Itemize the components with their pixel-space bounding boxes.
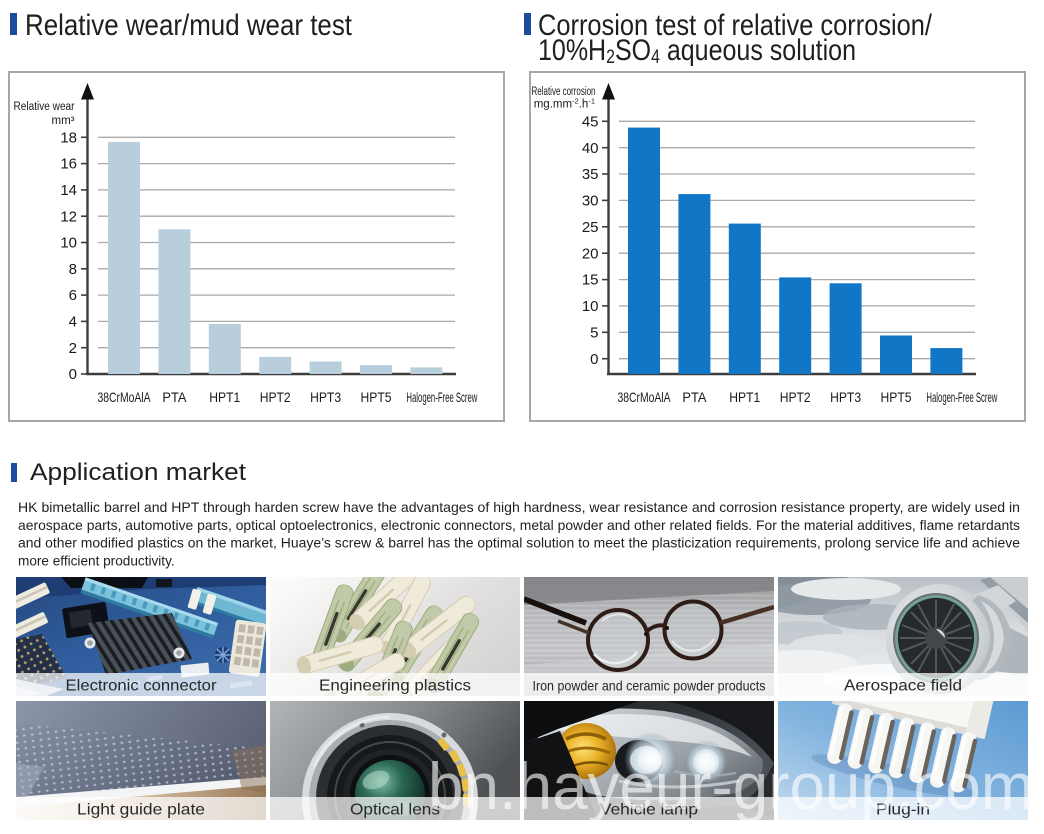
svg-text:HPT2: HPT2 (260, 389, 291, 405)
svg-text:12: 12 (60, 208, 77, 225)
svg-text:14: 14 (60, 182, 77, 199)
svg-text:HPT1: HPT1 (209, 389, 240, 405)
svg-text:0: 0 (69, 366, 77, 383)
svg-text:0: 0 (590, 351, 598, 368)
svg-text:Corrosion test of relative cor: Corrosion test of relative corrosion/ (538, 9, 933, 42)
svg-text:Relative wear: Relative wear (14, 101, 75, 113)
svg-text:Halogen-Free Screw: Halogen-Free Screw (406, 389, 477, 405)
svg-text:more efficient productivity.: more efficient productivity. (18, 553, 175, 568)
svg-text:mg.mm-2.h-1: mg.mm-2.h-1 (534, 97, 595, 111)
svg-text:HPT5: HPT5 (881, 389, 912, 405)
svg-text:16: 16 (60, 156, 77, 173)
svg-text:38CrMoAlA: 38CrMoAlA (618, 389, 671, 405)
svg-text:and other modified plastics on: and other modified plastics on the marke… (18, 536, 1020, 551)
svg-text:Iron powder and ceramic powder: Iron powder and ceramic powder products (533, 678, 766, 694)
svg-text:HPT5: HPT5 (361, 389, 392, 405)
svg-text:4: 4 (69, 314, 77, 331)
svg-text:HPT3: HPT3 (830, 389, 861, 405)
svg-text:40: 40 (582, 140, 599, 157)
svg-text:45: 45 (582, 113, 599, 130)
svg-text:HPT2: HPT2 (780, 389, 811, 405)
svg-text:Light guide plate: Light guide plate (77, 802, 205, 819)
svg-text:18: 18 (60, 129, 77, 146)
svg-text:10%H2SO4 aqueous solution: 10%H2SO4 aqueous solution (538, 34, 856, 68)
svg-text:35: 35 (582, 166, 599, 183)
svg-text:20: 20 (582, 245, 599, 262)
svg-text:Halogen-Free Screw: Halogen-Free Screw (926, 389, 997, 405)
svg-text:Relative wear/mud wear test: Relative wear/mud wear test (25, 9, 353, 42)
svg-text:Relative corrosion: Relative corrosion (532, 86, 596, 98)
svg-text:Vehicle lamp: Vehicle lamp (600, 802, 698, 819)
svg-text:Aerospace field: Aerospace field (844, 678, 962, 695)
svg-text:38CrMoAlA: 38CrMoAlA (98, 389, 151, 405)
svg-text:15: 15 (582, 272, 599, 289)
svg-text:8: 8 (69, 261, 77, 278)
svg-text:HPT3: HPT3 (310, 389, 341, 405)
svg-text:aerospace parts, automotive pa: aerospace parts, automotive parts, optic… (18, 518, 1020, 533)
svg-text:mm³: mm³ (52, 115, 75, 127)
svg-text:5: 5 (590, 324, 598, 341)
svg-text:Plug-in: Plug-in (876, 802, 930, 819)
svg-text:PTA: PTA (682, 389, 707, 405)
svg-text:Application market: Application market (30, 459, 246, 486)
svg-text:PTA: PTA (162, 389, 187, 405)
svg-text:6: 6 (69, 287, 77, 304)
svg-text:Electronic connector: Electronic connector (66, 678, 218, 695)
svg-text:30: 30 (582, 193, 599, 210)
svg-text:HK bimetallic barrel and HPT t: HK bimetallic barrel and HPT through har… (18, 500, 1020, 515)
svg-text:10: 10 (582, 298, 599, 315)
svg-text:2: 2 (69, 340, 77, 357)
svg-text:10: 10 (60, 235, 77, 252)
svg-text:25: 25 (582, 219, 599, 236)
svg-text:Engineering plastics: Engineering plastics (319, 678, 471, 695)
svg-text:HPT1: HPT1 (729, 389, 760, 405)
svg-text:Optical lens: Optical lens (350, 802, 440, 819)
